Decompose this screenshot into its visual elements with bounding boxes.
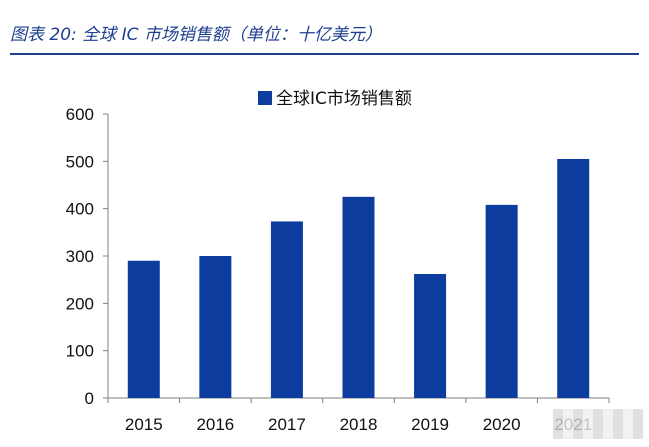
bar-2016 <box>199 256 232 398</box>
legend-label: 全球IC市场销售额 <box>276 89 412 109</box>
bar-2017 <box>270 221 303 398</box>
watermark-blur <box>553 409 643 439</box>
y-tick-label: 0 <box>85 389 94 408</box>
y-tick-label: 500 <box>66 152 94 171</box>
title-divider <box>10 53 639 55</box>
x-tick-label: 2017 <box>268 415 306 434</box>
bars <box>127 158 590 398</box>
y-tick-label: 400 <box>66 200 94 219</box>
bar-2015 <box>127 260 160 398</box>
bar-2021 <box>557 158 590 398</box>
y-tick-label: 100 <box>66 342 94 361</box>
x-tick-label: 2020 <box>483 415 521 434</box>
x-tick-label: 2015 <box>125 415 163 434</box>
x-tick-label: 2018 <box>340 415 378 434</box>
bar-2020 <box>485 204 518 398</box>
chart-legend: 全球IC市场销售额 <box>258 89 412 109</box>
x-axis: 2015201620172018201920202021 <box>107 397 610 434</box>
y-tick-label: 200 <box>66 294 94 313</box>
y-tick-label: 300 <box>66 247 94 266</box>
bar-2018 <box>342 196 375 398</box>
legend-swatch <box>258 91 272 105</box>
x-tick-label: 2016 <box>196 415 234 434</box>
y-axis: 0 100 200 300 400 500 600 <box>66 105 109 408</box>
y-tick-label: 600 <box>66 105 94 124</box>
x-tick-label: 2019 <box>411 415 449 434</box>
bar-2019 <box>414 273 447 398</box>
figure-title: 图表 20: 全球 IC 市场销售额（单位：十亿美元） <box>10 25 382 45</box>
